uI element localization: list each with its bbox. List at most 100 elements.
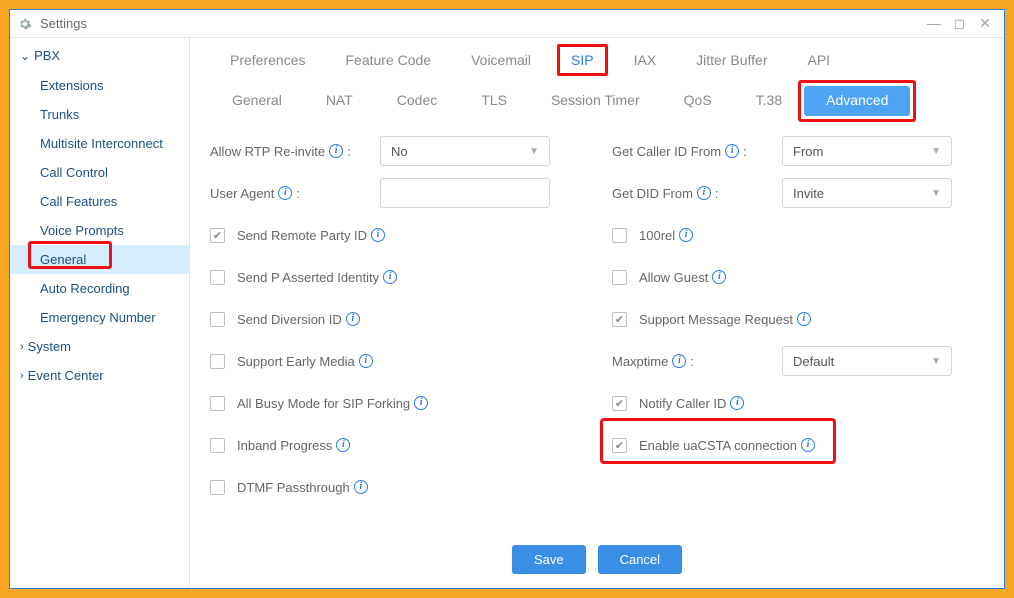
sidebar-item-general[interactable]: General [10, 245, 189, 274]
checkbox-label: Send Remote Party ID [237, 228, 367, 243]
checkbox-all-busy-mode-for-sip-forking[interactable]: All Busy Mode for SIP Forking [210, 396, 428, 411]
sidebar-group-event-center[interactable]: ›Event Center [10, 361, 189, 390]
checkbox-icon [210, 228, 225, 243]
checkbox-icon [210, 354, 225, 369]
tab-preferences[interactable]: Preferences [210, 46, 325, 76]
checkbox-icon [210, 270, 225, 285]
primary-tabs: PreferencesFeature CodeVoicemailSIPIAXJi… [210, 38, 984, 76]
select-value: No [391, 144, 408, 159]
sidebar-item-auto-recording[interactable]: Auto Recording [10, 274, 189, 303]
checkbox-label: Inband Progress [237, 438, 332, 453]
tab-feature-code[interactable]: Feature Code [325, 46, 451, 76]
checkbox-send-diversion-id[interactable]: Send Diversion ID [210, 312, 360, 327]
caret-down-icon: ▼ [931, 188, 941, 199]
checkbox-icon [612, 396, 627, 411]
sidebar-item-call-features[interactable]: Call Features [10, 187, 189, 216]
sidebar-group-system[interactable]: ›System [10, 332, 189, 361]
sidebar-item-emergency-number[interactable]: Emergency Number [10, 303, 189, 332]
tab-codec[interactable]: Codec [375, 86, 459, 116]
tab-qos[interactable]: QoS [662, 86, 734, 116]
minimize-icon[interactable]: — [923, 15, 945, 31]
info-icon[interactable] [359, 354, 373, 368]
info-icon[interactable] [730, 396, 744, 410]
info-icon[interactable] [414, 396, 428, 410]
maxptime-label: Maxptime: [612, 354, 782, 369]
info-icon[interactable] [801, 438, 815, 452]
maxptime-select[interactable]: Default ▼ [782, 346, 952, 376]
sidebar-group-label: PBX [34, 48, 60, 63]
info-icon[interactable] [712, 270, 726, 284]
checkbox-icon [612, 438, 627, 453]
sidebar-item-multisite-interconnect[interactable]: Multisite Interconnect [10, 129, 189, 158]
info-icon[interactable] [336, 438, 350, 452]
sidebar-item-trunks[interactable]: Trunks [10, 100, 189, 129]
checkbox-allow-guest[interactable]: Allow Guest [612, 270, 726, 285]
main-panel: PreferencesFeature CodeVoicemailSIPIAXJi… [190, 38, 1004, 588]
highlight-box [798, 80, 916, 122]
tab-nat[interactable]: NAT [304, 86, 375, 116]
checkbox-icon [612, 270, 627, 285]
checkbox-icon [210, 312, 225, 327]
info-icon[interactable] [797, 312, 811, 326]
checkbox-notify-caller-id[interactable]: Notify Caller ID [612, 396, 744, 411]
tab-t-38[interactable]: T.38 [734, 86, 804, 116]
tab-advanced[interactable]: Advanced [804, 86, 910, 116]
checkbox-100rel[interactable]: 100rel [612, 228, 693, 243]
maximize-icon[interactable]: ◻ [948, 15, 970, 32]
checkbox-send-p-asserted-identity[interactable]: Send P Asserted Identity [210, 270, 397, 285]
form-left-column: Allow RTP Re-invite: No ▼ User Agent: [210, 134, 582, 512]
secondary-tabs: GeneralNATCodecTLSSession TimerQoST.38Ad… [210, 76, 984, 116]
info-icon[interactable] [697, 186, 711, 200]
tab-jitter-buffer[interactable]: Jitter Buffer [676, 46, 787, 76]
allow-rtp-select[interactable]: No ▼ [380, 136, 550, 166]
window-title: Settings [40, 16, 87, 31]
info-icon[interactable] [679, 228, 693, 242]
save-button[interactable]: Save [512, 545, 586, 574]
checkbox-support-early-media[interactable]: Support Early Media [210, 354, 373, 369]
checkbox-label: 100rel [639, 228, 675, 243]
user-agent-label: User Agent: [210, 186, 380, 201]
info-icon[interactable] [329, 144, 343, 158]
checkbox-label: Send Diversion ID [237, 312, 342, 327]
sidebar-group-pbx[interactable]: ⌄ PBX [10, 44, 189, 71]
sidebar-item-call-control[interactable]: Call Control [10, 158, 189, 187]
tab-iax[interactable]: IAX [614, 46, 677, 76]
tab-sip[interactable]: SIP [551, 46, 614, 76]
sidebar-item-extensions[interactable]: Extensions [10, 71, 189, 100]
checkbox-icon [210, 396, 225, 411]
checkbox-icon [210, 438, 225, 453]
checkbox-icon [612, 228, 627, 243]
info-icon[interactable] [725, 144, 739, 158]
get-caller-select[interactable]: From ▼ [782, 136, 952, 166]
info-icon[interactable] [383, 270, 397, 284]
checkbox-dtmf-passthrough[interactable]: DTMF Passthrough [210, 480, 368, 495]
select-value: From [793, 144, 823, 159]
get-did-select[interactable]: Invite ▼ [782, 178, 952, 208]
info-icon[interactable] [371, 228, 385, 242]
tab-general[interactable]: General [210, 86, 304, 116]
settings-window: Settings — ◻ ✕ ⌄ PBX ExtensionsTrunksMul… [9, 9, 1005, 589]
caret-down-icon: ▼ [931, 356, 941, 367]
user-agent-input[interactable] [380, 178, 550, 208]
info-icon[interactable] [278, 186, 292, 200]
info-icon[interactable] [672, 354, 686, 368]
checkbox-send-remote-party-id[interactable]: Send Remote Party ID [210, 228, 385, 243]
close-icon[interactable]: ✕ [974, 15, 996, 32]
highlight-box [557, 44, 608, 76]
sidebar-item-voice-prompts[interactable]: Voice Prompts [10, 216, 189, 245]
checkbox-support-message-request[interactable]: Support Message Request [612, 312, 811, 327]
tab-voicemail[interactable]: Voicemail [451, 46, 551, 76]
checkbox-enable-uacsta-connection[interactable]: Enable uaCSTA connection [612, 438, 815, 453]
tab-session-timer[interactable]: Session Timer [529, 86, 662, 116]
cancel-button[interactable]: Cancel [598, 545, 682, 574]
titlebar: Settings — ◻ ✕ [10, 10, 1004, 38]
tab-tls[interactable]: TLS [459, 86, 529, 116]
select-value: Default [793, 354, 834, 369]
checkbox-label: DTMF Passthrough [237, 480, 350, 495]
checkbox-inband-progress[interactable]: Inband Progress [210, 438, 350, 453]
form-right-column: Get Caller ID From: From ▼ Get DID From:… [612, 134, 984, 512]
info-icon[interactable] [346, 312, 360, 326]
tab-api[interactable]: API [788, 46, 851, 76]
footer: Save Cancel [190, 545, 1004, 574]
info-icon[interactable] [354, 480, 368, 494]
